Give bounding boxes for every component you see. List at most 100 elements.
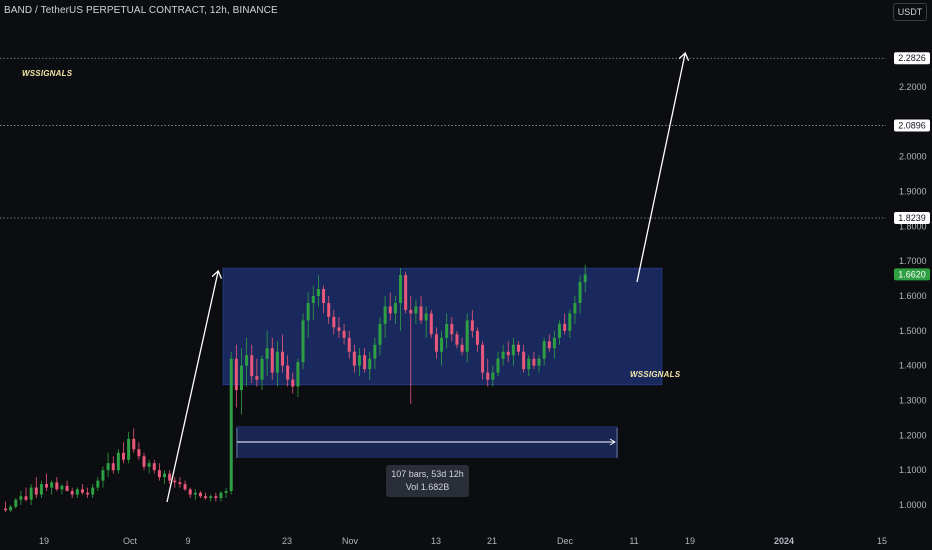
- candle-body: [347, 337, 351, 352]
- candle-body: [45, 484, 49, 488]
- candle-body: [188, 489, 192, 495]
- candle-body: [111, 463, 115, 471]
- candle-body: [337, 327, 341, 331]
- candle-body: [522, 351, 526, 370]
- candle-body: [409, 309, 413, 314]
- candle-body: [147, 463, 151, 467]
- projection-arrow-up-1: [166, 272, 218, 503]
- watermark-top: WSSIGNALS: [22, 69, 73, 78]
- y-tick-label: 1.5000: [899, 326, 927, 336]
- candle-body: [558, 323, 562, 338]
- measure-bars-text: 107 bars, 53d 12h: [391, 469, 464, 479]
- candle-body: [373, 344, 377, 359]
- candle-body: [542, 341, 546, 359]
- range-box-layer: [222, 267, 663, 458]
- price-line-badge: [894, 119, 930, 132]
- range-box: [222, 267, 663, 386]
- candle-body: [460, 344, 464, 352]
- candle-body: [429, 313, 433, 335]
- y-tick-label: 2.0000: [899, 152, 927, 162]
- candle-body: [4, 508, 7, 511]
- drawings: [166, 54, 685, 503]
- candle-body: [301, 320, 305, 363]
- candle-body: [234, 358, 238, 391]
- candle-body: [296, 362, 300, 387]
- y-tick-label: 1.3000: [899, 396, 927, 406]
- candle-body: [168, 473, 172, 481]
- candle-body: [157, 470, 161, 478]
- y-tick-label: 1.7000: [899, 256, 927, 266]
- candle-body: [583, 274, 587, 283]
- candle-body: [419, 306, 423, 321]
- x-tick-label: 2024: [774, 536, 794, 546]
- candle-body: [532, 358, 536, 366]
- price-line-badge-label: 1.8239: [898, 213, 926, 223]
- candle-body: [327, 302, 331, 317]
- y-tick-label: 1.4000: [899, 361, 927, 371]
- candle-body: [75, 489, 79, 495]
- candle-body: [481, 344, 485, 373]
- candle-body: [383, 306, 387, 324]
- x-tick-label: 9: [185, 536, 190, 546]
- candle-body: [101, 470, 105, 481]
- candle-body: [486, 372, 490, 380]
- candle-body: [281, 351, 285, 366]
- currency-button[interactable]: USDT: [893, 3, 927, 21]
- price-line-badge-label: 2.0896: [898, 120, 926, 130]
- candle-body: [270, 348, 274, 373]
- candle-body: [517, 344, 520, 352]
- candle-body: [91, 487, 95, 495]
- candle-body: [219, 492, 223, 499]
- candle-body: [440, 337, 444, 352]
- candle-body: [316, 289, 320, 296]
- projection-arrow-up-2: [636, 54, 685, 283]
- candle-body: [265, 348, 269, 359]
- measure-info-box: 107 bars, 53d 12h Vol 1.682B: [386, 465, 469, 497]
- candle-body: [306, 302, 310, 321]
- candle-body: [137, 449, 141, 457]
- candle-body: [80, 489, 84, 493]
- current-price-badge: [894, 268, 930, 281]
- candle-body: [388, 306, 392, 314]
- candles: [4, 264, 587, 512]
- candle-body: [116, 452, 120, 471]
- x-axis: 19 Oct 9 23 Nov 13 21 Dec 11 19 2024 15: [39, 536, 887, 546]
- y-tick-label: 1.1000: [899, 465, 927, 475]
- candle-body: [204, 496, 208, 499]
- candle-body: [55, 482, 59, 490]
- x-tick-label: 11: [629, 536, 638, 546]
- candle-body: [70, 491, 74, 495]
- candle-body: [173, 480, 177, 483]
- candle-body: [275, 351, 279, 373]
- price-lines: [0, 57, 886, 219]
- candle-body: [239, 365, 243, 391]
- candle-body: [65, 485, 69, 492]
- candle-body: [501, 351, 505, 359]
- y-tick-label: 1.8000: [899, 221, 927, 231]
- candle-body: [163, 473, 167, 478]
- candle-body: [121, 452, 125, 460]
- candle-body: [260, 358, 264, 380]
- candle-body: [552, 337, 556, 349]
- price-line-badge: [894, 52, 930, 65]
- candle-body: [547, 341, 551, 349]
- price-line-badge-label: 2.2826: [898, 53, 926, 63]
- candle-body: [527, 358, 531, 370]
- candle-body: [245, 355, 249, 366]
- candle-body: [106, 463, 110, 471]
- candle-body: [142, 456, 146, 467]
- y-tick-label: 1.9000: [899, 187, 927, 197]
- candle-body: [29, 487, 33, 500]
- x-tick-label: Oct: [123, 536, 138, 546]
- candle-body: [96, 480, 100, 488]
- candle-body: [506, 351, 510, 356]
- candle-body: [19, 496, 23, 500]
- candle-body: [152, 463, 156, 471]
- candle-body: [450, 323, 454, 335]
- candle-body: [578, 282, 582, 303]
- candle-body: [368, 358, 372, 370]
- candle-body: [291, 379, 295, 387]
- candle-body: [9, 506, 13, 511]
- candle-body: [255, 376, 259, 380]
